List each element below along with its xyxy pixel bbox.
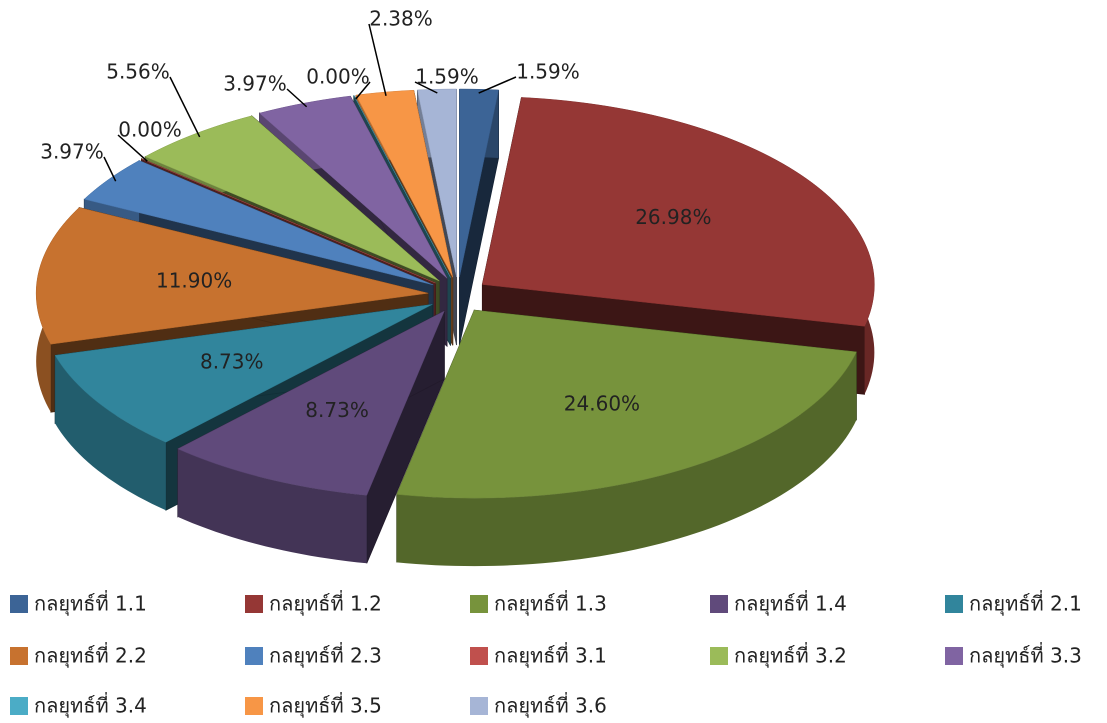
slice-top (459, 88, 499, 278)
data-label: 5.56% (106, 60, 170, 84)
data-label: 1.59% (415, 65, 479, 89)
legend-label: กลยุทธ์ที่ 1.3 (494, 590, 607, 617)
legend-swatch (470, 697, 488, 715)
legend-swatch (10, 647, 28, 665)
slice-side (177, 448, 367, 564)
slice-top (482, 97, 875, 327)
legend-label: กลยุทธ์ที่ 3.1 (494, 642, 607, 669)
legend-swatch (245, 697, 263, 715)
legend-swatch (710, 647, 728, 665)
legend-swatch (470, 647, 488, 665)
legend-swatch (710, 595, 728, 613)
data-label: 11.90% (156, 269, 232, 293)
leader-line (117, 134, 148, 162)
pie (35, 88, 875, 567)
data-label: 8.73% (200, 350, 264, 374)
data-label: 8.73% (305, 398, 369, 422)
slice-top (177, 310, 445, 496)
leader-line (478, 76, 517, 94)
legend-label: กลยุทธ์ที่ 2.1 (969, 590, 1082, 617)
legend-swatch (245, 647, 263, 665)
slice-top (54, 304, 433, 443)
data-label: 26.98% (635, 205, 711, 229)
legend-label: กลยุทธ์ที่ 3.4 (34, 692, 147, 719)
legend-swatch (10, 595, 28, 613)
slice-top (396, 309, 857, 499)
data-label: 3.97% (223, 72, 287, 96)
data-label: 0.00% (306, 65, 370, 89)
slice (396, 309, 857, 567)
slice (177, 310, 445, 564)
legend-label: กลยุทธ์ที่ 3.6 (494, 692, 607, 719)
slice-top (35, 207, 429, 345)
legend-label: กลยุทธ์ที่ 1.1 (34, 590, 147, 617)
legend-label: กลยุทธ์ที่ 2.3 (269, 642, 382, 669)
legend-label: กลยุทธ์ที่ 3.3 (969, 642, 1082, 669)
leader-line (368, 23, 387, 97)
leader-line (286, 88, 308, 108)
leader-line (103, 156, 117, 182)
slice (459, 88, 499, 346)
legend-label: กลยุทธ์ที่ 3.5 (269, 692, 382, 719)
legend-label: กลยุทธ์ที่ 1.2 (269, 590, 382, 617)
legend-swatch (10, 697, 28, 715)
data-label: 3.97% (40, 140, 104, 164)
leader-line (169, 76, 201, 138)
legend-label: กลยุทธ์ที่ 2.2 (34, 642, 147, 669)
legend-label: กลยุทธ์ที่ 1.4 (734, 590, 847, 617)
data-label: 1.59% (516, 60, 580, 84)
leader-line (355, 81, 371, 100)
legend-swatch (945, 595, 963, 613)
leader-line (414, 81, 438, 94)
legend-swatch (470, 595, 488, 613)
data-label: 2.38% (369, 7, 433, 31)
slice-top (83, 160, 434, 286)
slice-top (417, 88, 457, 278)
slice-top (144, 115, 440, 282)
slice-side (55, 355, 166, 511)
legend-label: กลยุทธ์ที่ 3.2 (734, 642, 847, 669)
data-label: 24.60% (564, 391, 640, 415)
slice-top (353, 95, 451, 278)
legend-swatch (945, 647, 963, 665)
slice-side (396, 351, 857, 567)
data-label: 0.00% (118, 118, 182, 142)
legend-swatch (245, 595, 263, 613)
